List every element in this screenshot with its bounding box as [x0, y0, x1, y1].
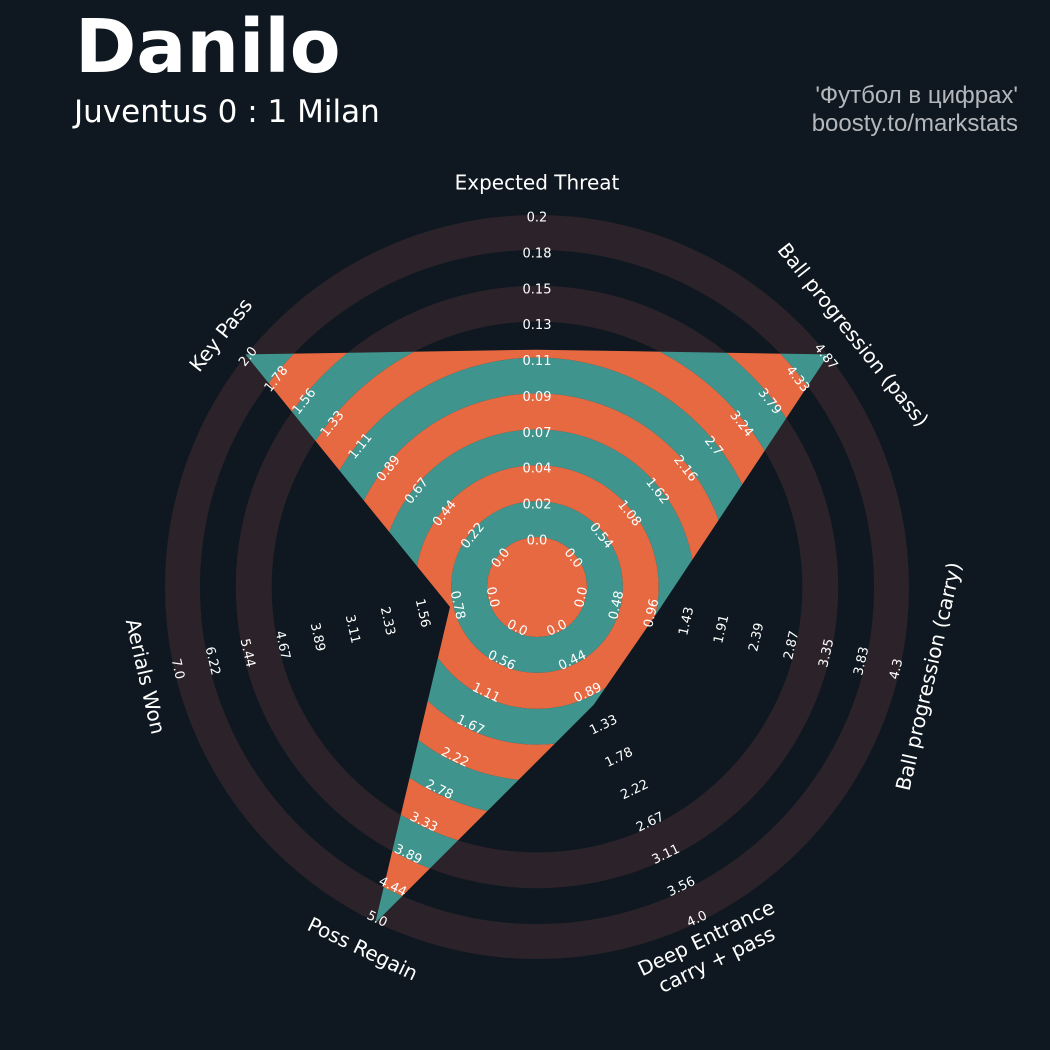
source-credit-line2: boosty.to/markstats	[811, 110, 1018, 137]
tick-label: 4.3	[887, 657, 906, 681]
tick-label: 2.22	[619, 777, 652, 803]
tick-label: 0.04	[523, 462, 552, 477]
tick-label: 0.0	[483, 585, 502, 609]
tick-label: 1.91	[711, 613, 732, 645]
tick-label: 2.33	[377, 605, 398, 637]
axis-label-line: Aerials Won	[121, 616, 171, 736]
tick-label: 0.78	[447, 589, 468, 621]
tick-label: 0.09	[523, 390, 552, 405]
source-credit-line1: 'Футбол в цифрах'	[815, 82, 1018, 109]
tick-label: 7.0	[168, 657, 187, 681]
tick-label: 6.22	[202, 645, 223, 677]
tick-label: 0.0	[572, 585, 591, 609]
tick-label: 0.48	[606, 589, 627, 621]
tick-label: 3.11	[342, 613, 363, 645]
tick-label: 0.96	[641, 597, 662, 629]
tick-label: 3.83	[851, 645, 872, 677]
radar-fill	[245, 349, 829, 924]
tick-label: 1.43	[676, 605, 697, 637]
radar-fill-ring	[451, 501, 623, 673]
tick-label: 0.15	[523, 282, 552, 297]
tick-label: 0.13	[523, 318, 552, 333]
tick-label: 0.2	[527, 211, 548, 226]
radar-fill-ring	[415, 465, 659, 709]
tick-label: 3.35	[816, 637, 837, 669]
source-credit: 'Футбол в цифрах' boosty.to/markstats	[812, 82, 1018, 138]
tick-label: 4.67	[272, 629, 293, 661]
tick-label: 0.02	[523, 498, 552, 513]
match-label: Juventus 0 : 1 Milan	[74, 94, 380, 130]
tick-label: 2.87	[781, 629, 802, 661]
tick-label: 0.11	[523, 354, 552, 369]
tick-label: 1.56	[412, 597, 433, 629]
tick-label: 3.89	[307, 621, 328, 653]
tick-label: 5.44	[237, 637, 258, 669]
axis-label: Expected Threat	[455, 171, 620, 195]
axis-label-line: Expected Threat	[455, 171, 620, 195]
tick-label: 0.07	[523, 426, 552, 441]
tick-label: 2.39	[746, 621, 767, 653]
tick-label: 0.0	[527, 534, 548, 549]
center-disc	[487, 537, 587, 637]
axis-label: Aerials Won	[121, 616, 171, 736]
tick-label: 1.78	[603, 745, 636, 771]
player-name: Danilo	[75, 4, 341, 90]
tick-label: 0.18	[523, 246, 552, 261]
tick-label: 1.33	[587, 712, 620, 738]
